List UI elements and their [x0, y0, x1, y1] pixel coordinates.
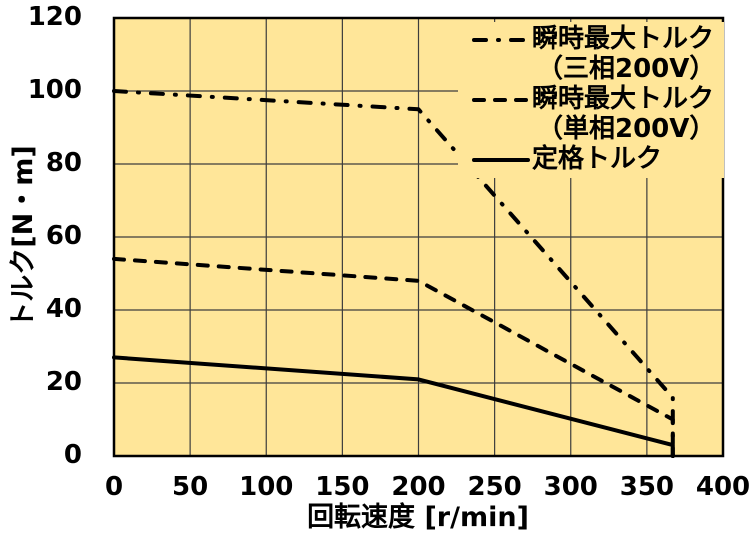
- legend-label: 瞬時最大トルク: [532, 84, 715, 114]
- series-line: [112, 256, 675, 458]
- legend-label: 瞬時最大トルク: [532, 24, 715, 54]
- legend-item-three-phase: 瞬時最大トルク （三相200V）: [458, 24, 724, 84]
- x-tick-label: 150: [315, 472, 370, 502]
- y-tick-label: 0: [63, 440, 82, 470]
- x-tick-label: 50: [172, 472, 209, 502]
- legend-label-sub: （三相200V）: [537, 54, 716, 84]
- dashdot-line-icon: [472, 38, 530, 42]
- y-tick-label: 120: [27, 2, 82, 32]
- legend-item-rated: 定格トルク: [458, 144, 724, 174]
- legend-label-sub: （単相200V）: [537, 114, 716, 144]
- solid-line-icon: [472, 158, 530, 162]
- x-tick-label: 400: [695, 472, 750, 502]
- y-tick-label: 40: [45, 294, 82, 324]
- x-tick-label: 350: [619, 472, 675, 502]
- x-tick-label: 250: [467, 472, 522, 502]
- y-tick-label: 60: [45, 221, 82, 251]
- series-line: [112, 89, 675, 458]
- y-tick-label: 80: [45, 148, 82, 178]
- legend-item-single-phase: 瞬時最大トルク （単相200V）: [458, 84, 724, 144]
- legend-label: 定格トルク: [532, 144, 663, 174]
- x-axis-title: 回転速度 [r/min]: [307, 502, 529, 533]
- y-tick-label: 20: [45, 367, 82, 397]
- x-tick-label: 0: [104, 472, 124, 502]
- legend: 瞬時最大トルク （三相200V） 瞬時最大トルク （単相200V） 定格トルク: [458, 22, 724, 178]
- x-tick-label: 300: [543, 472, 598, 502]
- x-tick-label: 100: [239, 472, 294, 502]
- x-tick-label: 200: [391, 472, 446, 502]
- y-tick-label: 100: [27, 75, 82, 105]
- plot-border: [112, 16, 725, 458]
- series-line: [112, 355, 675, 458]
- dashed-line-icon: [472, 98, 530, 102]
